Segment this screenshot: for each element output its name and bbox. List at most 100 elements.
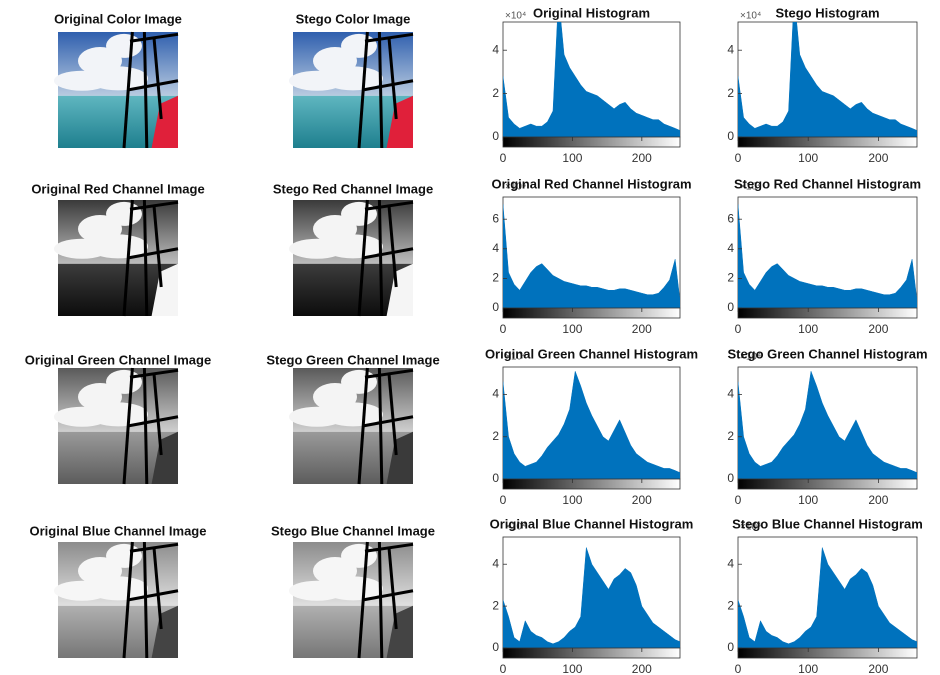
window-frame [152,205,163,288]
window-frame [364,200,414,211]
frame-block [151,605,178,658]
cloud [341,369,377,394]
window-frame [129,542,179,553]
window-frame [142,199,149,317]
chart-title: Original Histogram [533,5,650,20]
histogram-area [503,22,680,137]
frame-block [386,263,413,316]
frame-block [386,605,413,658]
x-tick-label: 0 [735,151,742,165]
window-frame [362,415,414,428]
y-tick-label: 6 [492,211,499,225]
x-tick-label: 100 [562,493,582,507]
image [54,199,179,317]
y-multiplier: ×10⁴ [505,11,526,22]
cloud [323,234,383,259]
histogram-area [738,22,917,137]
chart-title: Original Green Channel Histogram [485,346,698,361]
window-frame [152,373,163,456]
window-frame [127,589,179,602]
y-multiplier: ×10⁴ [505,182,526,193]
x-tick-label: 200 [632,493,652,507]
histogram-area [738,370,917,479]
x-tick-label: 0 [735,322,742,336]
frame-block [151,95,178,148]
image [54,31,179,149]
window-frame [364,542,414,553]
y-tick-label: 2 [492,429,499,443]
y-tick-label: 4 [727,387,734,401]
y-tick-label: 0 [727,129,734,143]
image-title: Original Red Channel Image [31,181,204,196]
cloud [106,33,142,58]
image [54,367,179,485]
x-tick-label: 100 [798,322,818,336]
window-frame [377,367,384,485]
window-frame [377,31,384,149]
image-title: Stego Red Channel Image [273,181,433,196]
colorbar [737,478,918,490]
window-frame [377,541,384,659]
colorbar [737,647,918,659]
x-tick-label: 0 [500,493,507,507]
colorbar [502,647,681,659]
window-frame [387,205,398,288]
window-frame [152,37,163,120]
y-tick-label: 2 [492,86,499,100]
image [289,541,414,659]
chart-title: Original Blue Channel Histogram [490,516,694,531]
cloud [323,66,383,91]
image-title: Stego Green Channel Image [266,352,439,367]
x-tick-label: 100 [798,662,818,675]
y-tick-label: 4 [727,556,734,570]
y-tick-label: 4 [492,556,499,570]
y-tick-label: 0 [727,640,734,654]
window-frame [127,415,179,428]
cloud [88,234,148,259]
y-tick-label: 0 [727,300,734,314]
colorbar [737,307,918,319]
window-frame [387,37,398,120]
y-tick-label: 2 [727,598,734,612]
y-tick-label: 0 [492,129,499,143]
colorbar [737,136,918,148]
histogram-area [738,204,917,308]
image-title: Original Green Channel Image [25,352,211,367]
x-tick-label: 200 [632,662,652,675]
y-multiplier: ×10⁴ [505,352,526,363]
x-tick-label: 100 [562,662,582,675]
x-tick-label: 100 [562,151,582,165]
window-frame [142,541,149,659]
chart-title: Stego Red Channel Histogram [734,176,921,191]
y-tick-label: 4 [492,387,499,401]
y-tick-label: 6 [727,211,734,225]
x-tick-label: 0 [500,322,507,336]
colorbar [502,478,681,490]
y-tick-label: 0 [492,300,499,314]
x-tick-label: 200 [632,322,652,336]
x-tick-label: 100 [562,322,582,336]
window-frame [377,199,384,317]
cloud [106,543,142,568]
window-frame [152,547,163,630]
cloud [88,66,148,91]
window-frame [362,79,414,92]
x-tick-label: 200 [868,151,888,165]
window-frame [362,589,414,602]
y-tick-label: 2 [727,271,734,285]
x-tick-label: 0 [735,493,742,507]
cloud [323,402,383,427]
y-tick-label: 4 [727,241,734,255]
chart-title: Stego Green Channel Histogram [727,346,927,361]
window-frame [387,547,398,630]
image [289,31,414,149]
image [289,199,414,317]
x-tick-label: 200 [632,151,652,165]
y-tick-label: 4 [492,241,499,255]
image-title: Original Color Image [54,11,182,26]
x-tick-label: 0 [500,662,507,675]
cloud [88,402,148,427]
window-frame [142,367,149,485]
frame-block [151,431,178,484]
cloud [341,543,377,568]
